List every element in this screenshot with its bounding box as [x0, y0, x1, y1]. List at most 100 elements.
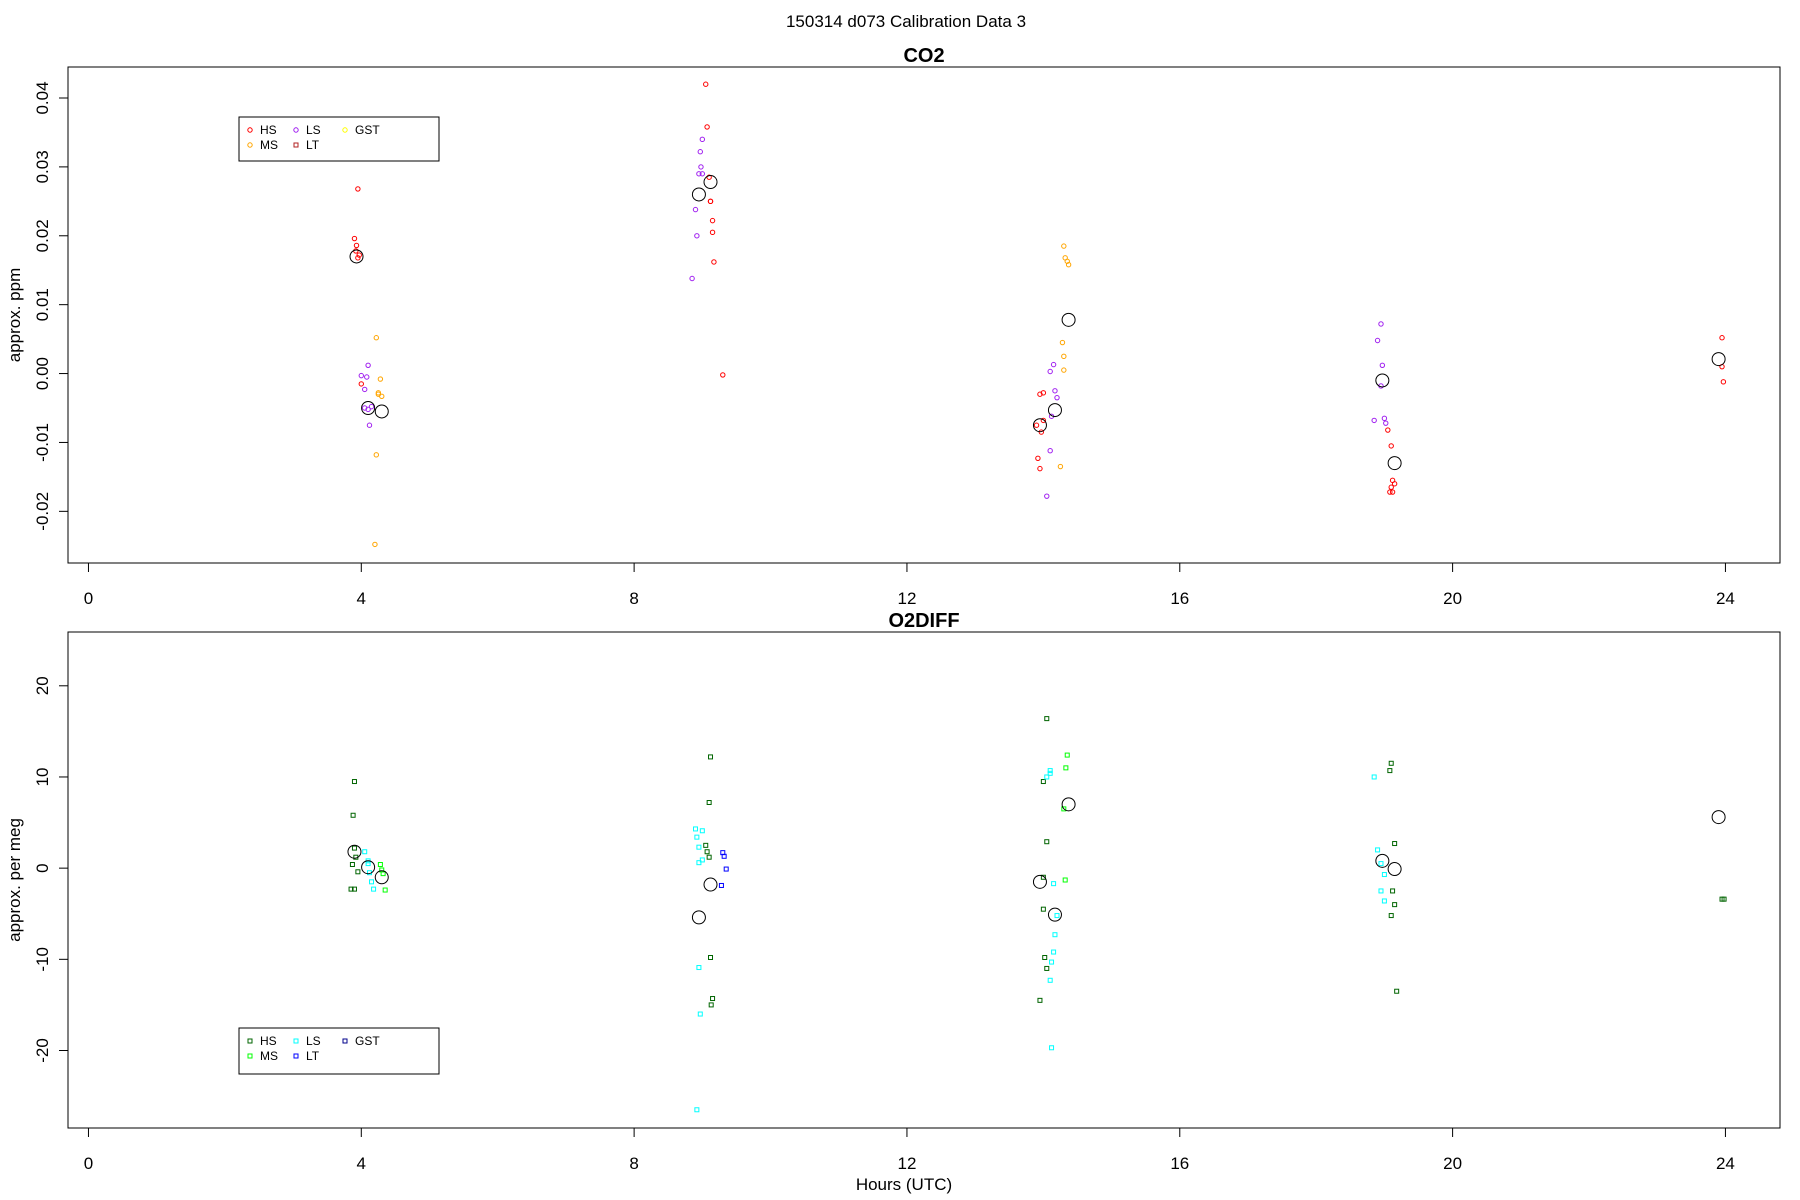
co2-point-ls: [1044, 493, 1050, 499]
co2-x-tick-label: 20: [1443, 589, 1462, 608]
o2diff-point-hs: [1044, 839, 1050, 845]
co2-mean-marker: [361, 401, 376, 415]
co2-point-ls: [1383, 420, 1389, 426]
co2-y-tick-label: -0.01: [33, 423, 52, 462]
o2diff-point-ls: [699, 857, 705, 863]
co2-point-hs: [1389, 489, 1396, 495]
o2diff-point-hs: [1392, 902, 1398, 908]
co2-legend-swatch: [342, 127, 348, 133]
o2diff-point-hs: [348, 886, 354, 892]
o2diff-point-ls: [1375, 847, 1381, 853]
o2diff-point-hs: [1388, 913, 1394, 919]
o2diff-point-lt: [723, 866, 729, 872]
co2-series-hs: [351, 81, 1727, 495]
co2-point-hs: [1720, 379, 1727, 385]
o2diff-point-ms: [382, 887, 388, 893]
o2diff-mean-marker: [374, 870, 389, 885]
co2-point-hs: [355, 255, 361, 261]
o2diff-legend-label: LT: [306, 1049, 320, 1063]
o2diff-point-ls: [1052, 932, 1058, 938]
co2-legend-label: LT: [306, 138, 320, 152]
o2diff-legend-item-ls: LS: [293, 1034, 321, 1048]
o2diff-y-tick-label: 10: [33, 768, 52, 787]
o2diff-point-ls: [693, 826, 699, 832]
co2-point-ms: [373, 452, 379, 458]
co2-point-ls: [1052, 388, 1058, 394]
co2-mean-marker: [1061, 312, 1076, 327]
o2diff-point-ls: [1051, 949, 1057, 955]
co2-point-hs: [709, 229, 716, 236]
o2diff-x-axis: 0 4 8 12 16 20 24: [84, 1127, 1735, 1173]
co2-legend-label: GST: [355, 123, 380, 137]
co2-x-tick-label: 8: [629, 589, 638, 608]
o2diff-point-hs: [1390, 888, 1396, 894]
co2-point-ms: [379, 393, 385, 399]
o2diff-legend-swatch: [342, 1038, 348, 1044]
o2diff-point-hs: [349, 862, 355, 867]
o2diff-point-ls: [1049, 1045, 1055, 1051]
o2diff-mean-marker: [361, 860, 376, 875]
o2diff-point-ls: [1378, 888, 1384, 894]
co2-point-ls: [1050, 361, 1057, 368]
o2diff-point-ms: [377, 862, 383, 867]
o2diff-point-hs: [350, 812, 356, 818]
o2diff-point-ls: [1047, 977, 1053, 983]
co2-series-ls: [358, 136, 1389, 499]
o2diff-legend-label: HS: [260, 1034, 277, 1048]
o2diff-point-ls: [1381, 872, 1387, 878]
co2-series-ms: [372, 243, 1072, 548]
co2-legend-item-ls: LS: [293, 123, 321, 137]
o2diff-y-axis: -20 -10 0 10 20: [33, 676, 68, 1063]
o2diff-legend-box: [238, 1027, 440, 1075]
o2diff-point-ls: [1047, 770, 1053, 776]
o2diff-legend-label: LS: [306, 1034, 321, 1048]
co2-point-hs: [351, 235, 358, 242]
o2diff-point-ms: [1061, 806, 1067, 812]
o2diff-x-tick-label: 20: [1443, 1154, 1462, 1173]
o2diff-point-ls: [1044, 774, 1050, 780]
o2diff-point-hs: [708, 955, 714, 960]
o2diff-y-tick-label: -20: [33, 1038, 52, 1063]
co2-point-hs: [1033, 422, 1040, 428]
co2-mean-marker: [374, 404, 389, 419]
o2diff-point-ls: [371, 886, 377, 892]
co2-point-ls: [364, 374, 370, 380]
co2-point-ms: [1057, 463, 1064, 470]
o2diff-mean-marker: [347, 844, 362, 859]
o2diff-point-hs: [1721, 896, 1727, 902]
co2-legend-swatch: [247, 127, 253, 133]
co2-y-axis: -0.02 -0.01 0.00 0.01 0.02 0.03 0.04: [33, 81, 68, 531]
o2diff-point-ms: [380, 871, 386, 877]
co2-point-hs: [1388, 443, 1394, 449]
o2diff-mean-marker: [1061, 797, 1076, 812]
co2-point-hs: [704, 124, 710, 130]
o2diff-legend-swatch: [247, 1053, 253, 1059]
co2-x-tick-label: 24: [1716, 589, 1735, 608]
co2-point-ls: [358, 372, 364, 379]
o2diff-panel-title: O2DIFF: [888, 610, 959, 632]
co2-x-tick-label: 12: [897, 589, 916, 608]
co2-point-ls: [699, 171, 706, 177]
o2diff-x-tick-label: 4: [357, 1154, 366, 1173]
o2diff-mean-marker: [1375, 853, 1390, 868]
o2diff-y-tick-label: -10: [33, 947, 52, 972]
co2-point-ms: [1061, 353, 1067, 360]
o2diff-point-hs: [706, 800, 712, 805]
o2diff-legend-swatch: [293, 1038, 299, 1044]
o2diff-legend-item-hs: HS: [247, 1034, 277, 1048]
co2-point-ls: [696, 171, 702, 177]
o2diff-mean-marker: [1032, 874, 1047, 889]
o2diff-point-hs: [704, 849, 710, 855]
o2diff-point-ls: [694, 1107, 700, 1113]
co2-mean-marker: [1375, 373, 1390, 388]
co2-point-ls: [1047, 448, 1053, 454]
o2diff-point-hs: [351, 845, 357, 851]
co2-point-hs: [1391, 481, 1398, 487]
o2diff-point-ls: [1049, 959, 1055, 965]
o2diff-point-ls: [1047, 768, 1053, 774]
o2diff-series-hs: [348, 716, 1727, 1008]
co2-point-ls: [365, 406, 371, 413]
